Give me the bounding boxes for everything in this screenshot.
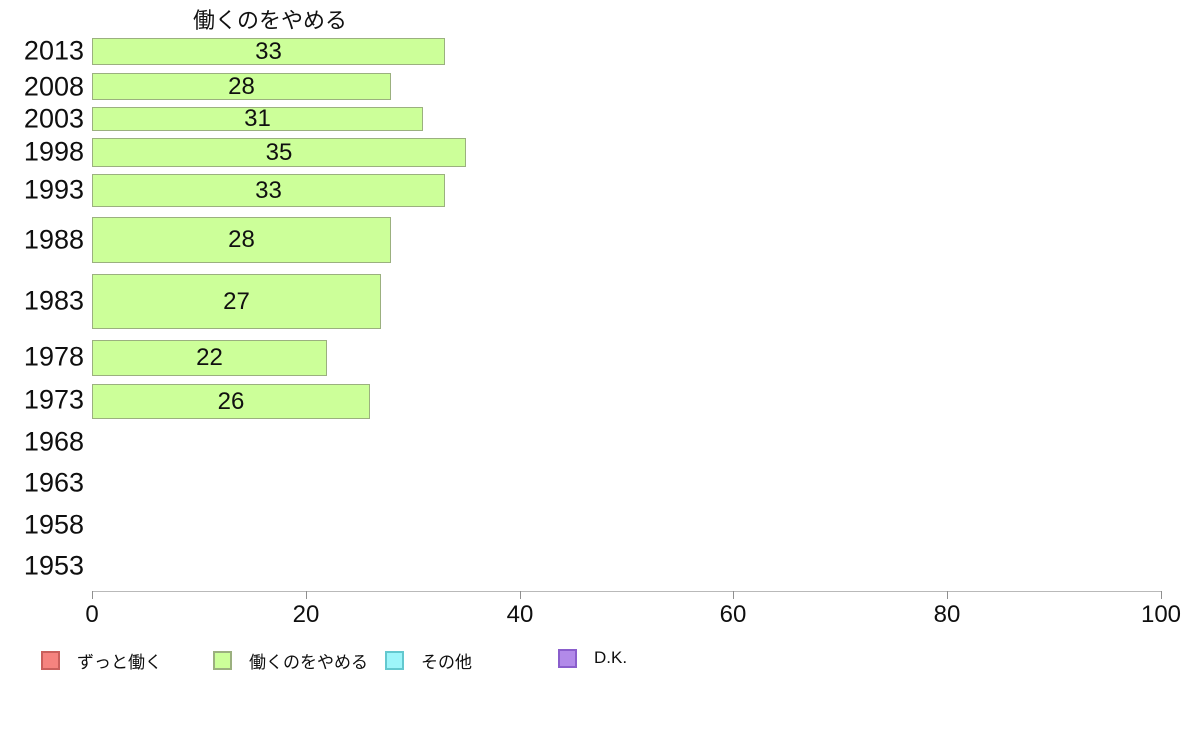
bar-value-label: 28 bbox=[228, 72, 255, 100]
legend-item-1[interactable]: ずっと働く bbox=[41, 648, 162, 673]
y-axis-label-1978: 1978 bbox=[23, 341, 84, 372]
bar-value-label: 35 bbox=[265, 138, 293, 166]
legend-item-4[interactable]: D.K. bbox=[558, 648, 627, 668]
bar-value-label: 33 bbox=[255, 176, 282, 204]
x-axis-tick-label-80: 80 bbox=[933, 601, 961, 628]
y-axis-label-1973: 1973 bbox=[23, 384, 84, 415]
x-axis-tick-60 bbox=[733, 591, 734, 599]
x-axis-tick-80 bbox=[947, 591, 948, 599]
y-axis-label-1983: 1983 bbox=[23, 285, 84, 316]
bar-2013[interactable]: 33 bbox=[92, 38, 445, 65]
y-axis-label-1988: 1988 bbox=[23, 224, 84, 255]
y-axis-labels: 2013 2008 2003 1998 1993 1988 1983 1978 1973 1968… bbox=[0, 0, 84, 600]
bar-value-label: 31 bbox=[244, 105, 271, 132]
y-axis-label-1968: 1968 bbox=[23, 426, 84, 457]
y-axis-label-2013: 2013 bbox=[23, 35, 84, 66]
y-axis-label-1998: 1998 bbox=[23, 136, 84, 167]
y-axis-label-1993: 1993 bbox=[23, 174, 84, 205]
legend-item-3[interactable]: その他 bbox=[385, 648, 472, 673]
x-axis-tick-label-100: 100 bbox=[1140, 601, 1182, 628]
y-axis-label-1958: 1958 bbox=[23, 509, 84, 540]
x-axis-tick-label-0: 0 bbox=[85, 601, 99, 628]
legend-item-2[interactable]: 働くのをやめる bbox=[213, 648, 368, 673]
x-axis-tick-40 bbox=[520, 591, 521, 599]
bar-1983[interactable]: 27 bbox=[92, 274, 381, 329]
x-axis-tick-0 bbox=[92, 591, 93, 599]
y-axis-label-1963: 1963 bbox=[23, 467, 84, 498]
y-axis-label-1953: 1953 bbox=[23, 550, 84, 581]
x-axis-line bbox=[92, 591, 1161, 592]
x-axis-tick-100 bbox=[1161, 591, 1162, 599]
x-axis-tick-label-60: 60 bbox=[719, 601, 747, 628]
y-axis-label-2003: 2003 bbox=[23, 103, 84, 134]
y-axis-label-2008: 2008 bbox=[23, 71, 84, 102]
chart-title: 働くのをやめる bbox=[192, 8, 348, 33]
x-axis-tick-label-40: 40 bbox=[506, 601, 534, 628]
bar-1973[interactable]: 26 bbox=[92, 384, 370, 419]
legend-label: ずっと働く bbox=[77, 653, 162, 672]
legend-label: その他 bbox=[421, 653, 472, 672]
bar-2003[interactable]: 31 bbox=[92, 107, 423, 131]
legend-swatch-icon bbox=[385, 651, 404, 670]
legend-label: D.K. bbox=[594, 648, 628, 667]
legend-swatch-icon bbox=[213, 651, 232, 670]
bar-1998[interactable]: 35 bbox=[92, 138, 466, 167]
legend-label: 働くのをやめる bbox=[249, 653, 368, 672]
bar-1993[interactable]: 33 bbox=[92, 174, 445, 207]
bar-1988[interactable]: 28 bbox=[92, 217, 391, 263]
bar-value-label: 33 bbox=[255, 37, 282, 65]
bar-value-label: 26 bbox=[217, 387, 245, 415]
plot-area: 33 28 31 35 33 28 27 22 26 bbox=[92, 38, 466, 419]
bar-1978[interactable]: 22 bbox=[92, 340, 327, 376]
x-axis-tick-label-20: 20 bbox=[292, 601, 320, 628]
x-axis-tick-20 bbox=[306, 591, 307, 599]
legend-swatch-icon bbox=[558, 648, 577, 668]
legend-swatch-icon bbox=[41, 651, 60, 670]
bar-2008[interactable]: 28 bbox=[92, 73, 391, 100]
bar-value-label: 22 bbox=[196, 344, 223, 371]
bar-value-label: 27 bbox=[223, 287, 250, 315]
bar-value-label: 28 bbox=[228, 226, 255, 253]
